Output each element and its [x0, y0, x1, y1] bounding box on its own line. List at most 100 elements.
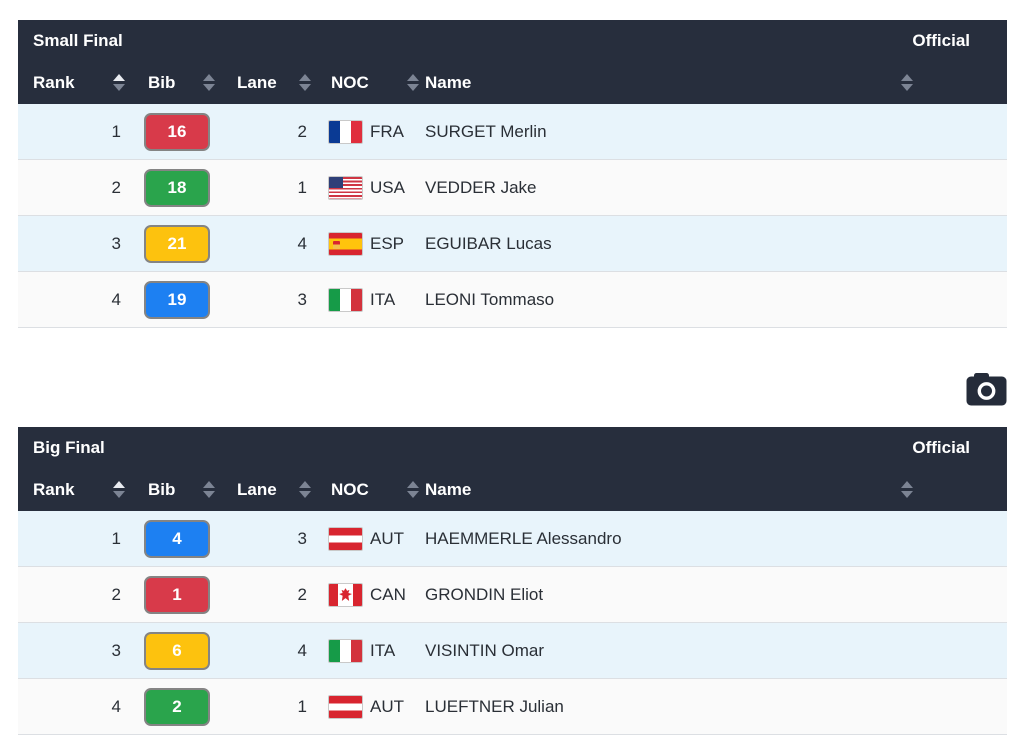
- column-header-status[interactable]: [882, 468, 1007, 511]
- athlete-name: HAEMMERLE Alessandro: [425, 528, 622, 548]
- rank-cell: 2: [111, 177, 121, 197]
- flag-icon: [328, 694, 363, 719]
- photo-finish-camera-button[interactable]: [966, 372, 1007, 406]
- bib-cell: 4: [133, 511, 221, 566]
- noc-code: FRA: [370, 121, 404, 141]
- bib-cell: 18: [133, 160, 221, 215]
- column-header-noc[interactable]: NOC: [325, 61, 421, 104]
- lane-cell: 1: [297, 696, 307, 716]
- bib-badge: 6: [144, 631, 210, 670]
- lane-cell: 1: [297, 177, 307, 197]
- noc-cell: ITA: [325, 623, 421, 678]
- column-header-name[interactable]: Name: [421, 61, 882, 104]
- column-label-bib: Bib: [148, 72, 176, 92]
- table-title: Big Final: [33, 437, 105, 457]
- column-header-noc[interactable]: NOC: [325, 468, 421, 511]
- lane-cell: 2: [297, 584, 307, 604]
- status-cell: [882, 679, 1007, 734]
- column-header-lane[interactable]: Lane: [221, 468, 325, 511]
- bib-badge: 1: [144, 575, 210, 614]
- column-header-rank[interactable]: Rank: [18, 468, 133, 511]
- noc-code: ITA: [370, 289, 396, 309]
- column-header-name[interactable]: Name: [421, 468, 882, 511]
- column-header-bib[interactable]: Bib: [133, 468, 221, 511]
- column-header-row: Rank Bib Lane NOC Name: [18, 61, 1007, 104]
- status-cell: [882, 104, 1007, 159]
- athlete-name: LUEFTNER Julian: [425, 696, 564, 716]
- athlete-name: LEONI Tommaso: [425, 289, 555, 309]
- bib-cell: 6: [133, 623, 221, 678]
- big-final-table: Big Final Official Rank Bib Lane NOC: [18, 427, 1007, 735]
- column-label-name: Name: [425, 72, 472, 92]
- table-head: Small Final Official Rank Bib Lane NOC: [18, 20, 1007, 104]
- noc-cell: USA: [325, 160, 421, 215]
- athlete-name: GRONDIN Eliot: [425, 584, 544, 604]
- flag-icon: [328, 287, 363, 312]
- sort-icon[interactable]: [203, 481, 215, 498]
- table-title-bar: Small Final Official: [18, 20, 1007, 61]
- bib-cell: 21: [133, 216, 221, 271]
- sort-icon[interactable]: [299, 481, 311, 498]
- lane-cell: 4: [297, 233, 307, 253]
- noc-code: ESP: [370, 233, 405, 253]
- athlete-name: EGUIBAR Lucas: [425, 233, 552, 253]
- flag-icon: [328, 231, 363, 256]
- rank-cell: 3: [111, 640, 121, 660]
- column-label-rank: Rank: [33, 479, 75, 499]
- status-label: Official: [912, 437, 970, 457]
- status-cell: [882, 623, 1007, 678]
- column-header-bib[interactable]: Bib: [133, 61, 221, 104]
- noc-code: AUT: [370, 528, 404, 548]
- camera-icon: [966, 373, 1007, 406]
- sort-icon[interactable]: [407, 481, 419, 498]
- athlete-name: VISINTIN Omar: [425, 640, 545, 660]
- bib-badge: 2: [144, 687, 210, 726]
- status-cell: [882, 272, 1007, 327]
- sort-icon[interactable]: [901, 74, 913, 91]
- noc-cell: FRA: [325, 104, 421, 159]
- flag-icon: [328, 582, 363, 607]
- column-header-lane[interactable]: Lane: [221, 61, 325, 104]
- camera-button-row: [18, 372, 1007, 406]
- flag-icon: [328, 119, 363, 144]
- noc-code: USA: [370, 177, 405, 197]
- lane-cell: 3: [297, 289, 307, 309]
- sort-ascending-icon[interactable]: [113, 74, 125, 91]
- noc-cell: ESP: [325, 216, 421, 271]
- bib-cell: 1: [133, 567, 221, 622]
- rank-cell: 1: [111, 121, 121, 141]
- table-row: 3 6 4 ITA VISINTIN Omar: [18, 623, 1007, 679]
- table-row: 1 4 3 AUT HAEMMERLE Alessandro: [18, 511, 1007, 567]
- sort-ascending-icon[interactable]: [113, 481, 125, 498]
- sort-icon[interactable]: [203, 74, 215, 91]
- column-header-row: Rank Bib Lane NOC Name: [18, 468, 1007, 511]
- table-title: Small Final: [33, 30, 123, 50]
- table-row: 4 19 3 ITA LEONI Tommaso: [18, 272, 1007, 328]
- rank-cell: 4: [111, 696, 121, 716]
- table-row: 3 21 4 ESP EGUIBAR Lucas: [18, 216, 1007, 272]
- bib-cell: 16: [133, 104, 221, 159]
- rank-cell: 1: [111, 528, 121, 548]
- noc-code: ITA: [370, 640, 396, 660]
- flag-icon: [328, 638, 363, 663]
- noc-cell: ITA: [325, 272, 421, 327]
- flag-icon: [328, 175, 363, 200]
- table-row: 1 16 2 FRA SURGET Merlin: [18, 104, 1007, 160]
- noc-code: CAN: [370, 584, 406, 604]
- column-label-lane: Lane: [237, 479, 277, 499]
- bib-badge: 21: [144, 224, 210, 263]
- status-cell: [882, 567, 1007, 622]
- noc-code: AUT: [370, 696, 404, 716]
- column-header-rank[interactable]: Rank: [18, 61, 133, 104]
- status-label: Official: [912, 30, 970, 50]
- sort-icon[interactable]: [407, 74, 419, 91]
- sort-icon[interactable]: [299, 74, 311, 91]
- table-title-bar: Big Final Official: [18, 427, 1007, 468]
- column-header-status[interactable]: [882, 61, 1007, 104]
- table-row: 2 18 1 USA VEDDER Jake: [18, 160, 1007, 216]
- sort-icon[interactable]: [901, 481, 913, 498]
- column-label-noc: NOC: [331, 72, 369, 92]
- table-head: Big Final Official Rank Bib Lane NOC: [18, 427, 1007, 511]
- lane-cell: 3: [297, 528, 307, 548]
